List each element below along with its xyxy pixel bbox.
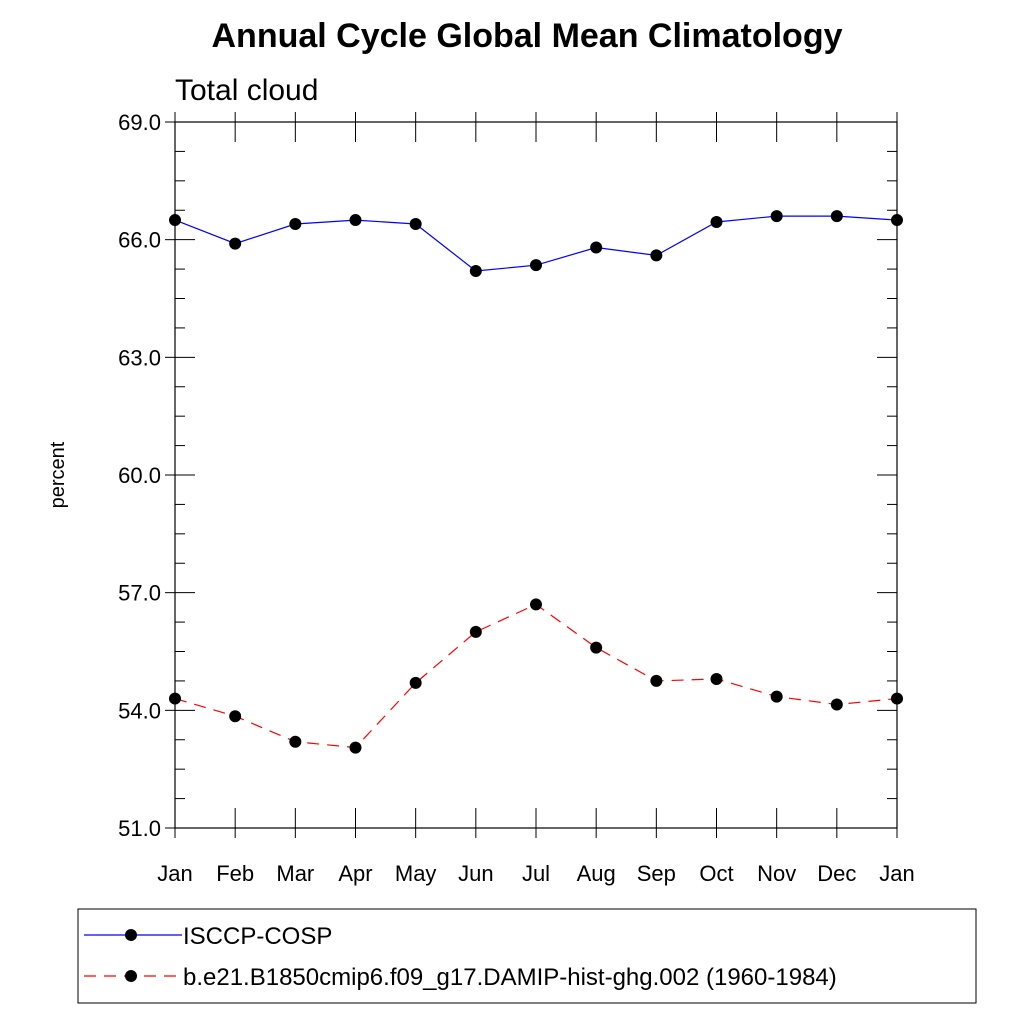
x-tick-label: Apr [338,861,372,886]
data-point [169,214,181,227]
series-line-1 [174,603,898,749]
x-tick-label: Aug [577,861,616,886]
data-point [169,692,181,705]
data-point [289,735,302,748]
data-point [349,741,362,754]
x-tick-label: Jan [157,861,192,886]
data-point [229,710,242,723]
y-tick-label: 66.0 [118,228,161,253]
chart-title: Annual Cycle Global Mean Climatology [212,17,843,55]
x-tick-label: Sep [637,861,676,886]
x-tick-label: Dec [817,861,856,886]
data-point [289,217,302,230]
x-tick-label: Jun [458,861,493,886]
data-point [349,214,362,227]
x-tick-label: Nov [757,861,796,886]
data-point [229,237,242,250]
tick-labels: 51.0 54.0 57.0 60.0 63.0 66.0 69.0 Jan Feb Mar Apr… [118,110,915,886]
y-tick-label: 51.0 [118,816,161,841]
y-tick-label: 54.0 [118,698,161,723]
data-point [770,210,783,223]
data-point [590,241,603,254]
data-point [469,265,482,278]
x-tick-label: Mar [276,861,314,886]
data-point [409,217,422,230]
y-tick-label: 63.0 [118,345,161,370]
series-points [169,210,903,754]
legend: ISCCP-COSP b.e21.B1850cmip6.f09_g17.DAMIP… [84,923,837,991]
data-point [891,692,903,705]
data-point [590,641,603,654]
data-point [530,598,542,611]
legend-box [77,908,977,1004]
x-tick-label: May [395,861,437,886]
data-point [891,214,903,227]
data-point [469,625,482,638]
y-tick-label: 69.0 [118,110,161,135]
axis-ticks [165,112,898,838]
data-point [409,676,422,689]
data-point [830,698,843,711]
legend-label-1: b.e21.B1850cmip6.f09_g17.DAMIP-hist-ghg.… [183,964,837,991]
y-axis-label: percent [47,441,69,508]
x-tick-label: Jul [522,861,550,886]
series-lines [174,215,898,749]
data-point [650,674,663,687]
x-tick-label: Feb [216,861,254,886]
y-tick-label: 60.0 [118,463,161,488]
data-point [710,672,723,685]
y-tick-label: 57.0 [118,581,161,606]
x-tick-label: Oct [699,861,733,886]
legend-marker [125,929,137,941]
x-tick-label: Jan [879,861,914,886]
data-point [650,249,663,262]
data-point [710,216,723,229]
legend-label-0: ISCCP-COSP [183,923,332,950]
chart-subtitle: Total cloud [175,74,318,107]
legend-marker [125,970,137,982]
data-point [770,690,783,703]
data-point [830,210,843,223]
data-point [530,259,542,272]
